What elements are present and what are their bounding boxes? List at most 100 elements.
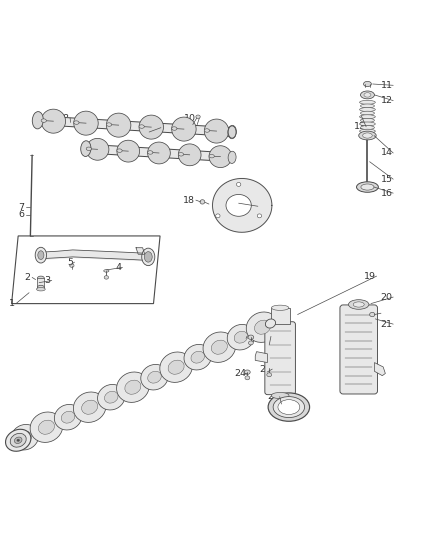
- Text: 6: 6: [18, 211, 24, 220]
- Ellipse shape: [191, 351, 205, 363]
- Ellipse shape: [254, 320, 271, 334]
- Ellipse shape: [86, 139, 109, 160]
- Ellipse shape: [226, 195, 251, 216]
- Ellipse shape: [349, 300, 369, 309]
- Ellipse shape: [54, 405, 82, 430]
- Ellipse shape: [178, 144, 201, 166]
- Ellipse shape: [196, 115, 200, 118]
- Ellipse shape: [360, 100, 375, 104]
- Ellipse shape: [38, 251, 44, 260]
- Ellipse shape: [10, 433, 26, 447]
- Bar: [37, 278, 44, 287]
- Text: 21: 21: [381, 320, 392, 329]
- Ellipse shape: [265, 319, 276, 328]
- Ellipse shape: [11, 424, 39, 450]
- Text: 15: 15: [381, 175, 392, 184]
- Text: 3: 3: [44, 276, 50, 285]
- Polygon shape: [9, 316, 278, 448]
- Ellipse shape: [105, 391, 118, 403]
- Ellipse shape: [139, 125, 144, 128]
- Ellipse shape: [18, 431, 32, 443]
- Ellipse shape: [168, 360, 184, 374]
- Ellipse shape: [360, 115, 375, 119]
- Text: 16: 16: [381, 189, 392, 198]
- Ellipse shape: [205, 119, 229, 143]
- Bar: [271, 308, 290, 325]
- Ellipse shape: [32, 111, 43, 129]
- Text: 23: 23: [258, 332, 270, 341]
- Ellipse shape: [360, 126, 374, 130]
- Ellipse shape: [363, 133, 372, 138]
- Ellipse shape: [360, 118, 374, 122]
- Ellipse shape: [360, 104, 374, 108]
- Ellipse shape: [106, 113, 131, 137]
- Ellipse shape: [117, 149, 122, 152]
- FancyBboxPatch shape: [265, 322, 295, 394]
- Ellipse shape: [6, 429, 31, 451]
- Ellipse shape: [268, 393, 310, 421]
- Ellipse shape: [364, 82, 371, 87]
- Text: 25: 25: [260, 365, 272, 374]
- Ellipse shape: [74, 121, 79, 124]
- Ellipse shape: [211, 340, 227, 354]
- Polygon shape: [85, 144, 232, 161]
- Ellipse shape: [228, 151, 236, 164]
- Ellipse shape: [360, 129, 375, 133]
- Ellipse shape: [184, 344, 212, 370]
- Ellipse shape: [145, 252, 152, 262]
- Ellipse shape: [228, 125, 237, 139]
- Ellipse shape: [271, 392, 289, 399]
- Ellipse shape: [248, 341, 253, 345]
- Ellipse shape: [41, 119, 46, 123]
- Ellipse shape: [73, 392, 106, 423]
- Ellipse shape: [117, 140, 140, 162]
- Ellipse shape: [36, 287, 45, 291]
- Ellipse shape: [30, 412, 63, 442]
- Polygon shape: [136, 248, 145, 254]
- Text: 22: 22: [234, 332, 246, 341]
- Ellipse shape: [104, 270, 109, 272]
- Ellipse shape: [86, 147, 92, 150]
- Ellipse shape: [360, 108, 375, 111]
- Ellipse shape: [361, 184, 374, 190]
- Text: 24: 24: [234, 369, 246, 378]
- Ellipse shape: [37, 285, 44, 289]
- Text: 5: 5: [67, 257, 73, 266]
- Text: 7: 7: [18, 203, 24, 212]
- Ellipse shape: [205, 129, 210, 132]
- Ellipse shape: [61, 411, 75, 423]
- Ellipse shape: [139, 115, 163, 139]
- Text: 9: 9: [153, 123, 159, 132]
- Text: 11: 11: [381, 81, 392, 90]
- Ellipse shape: [17, 439, 20, 441]
- Text: 1: 1: [9, 299, 14, 308]
- Ellipse shape: [203, 332, 236, 362]
- Ellipse shape: [106, 123, 112, 126]
- Ellipse shape: [209, 146, 232, 167]
- Polygon shape: [374, 362, 385, 376]
- Text: 20: 20: [381, 293, 392, 302]
- Ellipse shape: [237, 182, 241, 187]
- Ellipse shape: [273, 397, 304, 417]
- Ellipse shape: [148, 372, 161, 383]
- Text: 2: 2: [25, 273, 31, 282]
- Ellipse shape: [81, 400, 98, 414]
- Ellipse shape: [39, 420, 54, 434]
- Ellipse shape: [278, 400, 300, 415]
- Ellipse shape: [360, 122, 375, 126]
- Ellipse shape: [209, 155, 214, 158]
- Text: 12: 12: [381, 96, 392, 105]
- Ellipse shape: [200, 200, 205, 204]
- Polygon shape: [38, 116, 233, 136]
- Ellipse shape: [359, 131, 376, 140]
- Ellipse shape: [246, 312, 279, 342]
- Ellipse shape: [357, 182, 378, 192]
- Polygon shape: [255, 352, 268, 362]
- Polygon shape: [212, 179, 272, 232]
- Text: 4: 4: [115, 263, 121, 272]
- Ellipse shape: [234, 332, 248, 343]
- Ellipse shape: [41, 109, 66, 133]
- Ellipse shape: [272, 305, 289, 310]
- Ellipse shape: [172, 117, 196, 141]
- Ellipse shape: [244, 370, 250, 374]
